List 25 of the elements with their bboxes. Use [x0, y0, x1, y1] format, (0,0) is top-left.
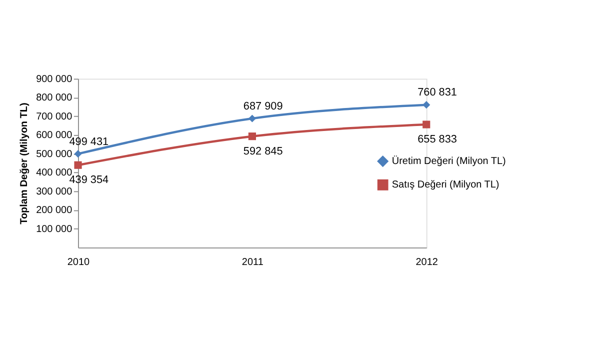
x-tick-label: 2010 [67, 257, 90, 268]
data-label: 592 845 [243, 145, 283, 158]
y-tick-label: 300 000 [36, 186, 73, 198]
point [74, 161, 82, 169]
y-axis-title: Toplam Değer (Milyon TL) [18, 102, 30, 224]
data-label: 439 354 [69, 174, 109, 186]
x-tick-label: 2012 [416, 257, 438, 268]
y-tick-label: 800 000 [36, 92, 73, 104]
y-tick-label: 100 000 [36, 224, 73, 235]
point [422, 101, 430, 109]
point [422, 120, 430, 128]
point [248, 114, 256, 122]
y-tick-label: 200 000 [36, 205, 73, 216]
data-label: 655 833 [418, 134, 457, 146]
data-label: 499 431 [69, 136, 109, 148]
y-tick-label: 700 000 [36, 111, 73, 122]
y-tick-label: 500 000 [36, 148, 73, 160]
legend-label: Satış Değeri (Milyon TL) [392, 180, 500, 191]
data-label: 760 831 [418, 86, 457, 99]
y-tick-label: 900 000 [36, 74, 73, 85]
point [74, 150, 82, 158]
data-label: 687 909 [243, 100, 283, 112]
legend-label: Üretim Değeri (Milyon TL) [392, 155, 506, 168]
point [248, 132, 256, 140]
x-tick-label: 2011 [242, 257, 264, 268]
